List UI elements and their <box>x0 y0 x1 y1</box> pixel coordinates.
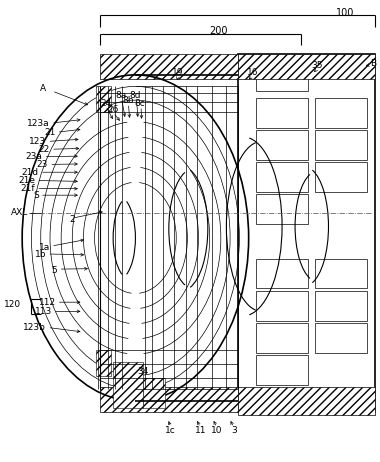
Bar <box>315 162 367 192</box>
Bar <box>143 378 165 408</box>
Text: 100: 100 <box>336 8 355 18</box>
Bar <box>100 54 238 79</box>
Text: 21e: 21e <box>18 176 35 185</box>
Text: 1b: 1b <box>35 250 46 259</box>
Text: 21f: 21f <box>21 184 35 193</box>
Bar <box>256 98 308 128</box>
Text: 3: 3 <box>231 426 237 435</box>
Text: 5: 5 <box>52 266 57 274</box>
Text: 16: 16 <box>247 68 258 77</box>
Text: 123: 123 <box>29 137 46 146</box>
Text: 123a: 123a <box>27 119 50 128</box>
Bar <box>238 54 375 79</box>
Text: 21: 21 <box>44 128 55 137</box>
Bar <box>97 86 111 112</box>
Text: 2: 2 <box>70 215 75 224</box>
Text: 22: 22 <box>39 145 50 154</box>
Text: 8d: 8d <box>130 91 141 100</box>
Text: 34: 34 <box>137 366 149 376</box>
Text: AXL: AXL <box>11 208 28 217</box>
Text: B: B <box>370 59 376 68</box>
Bar <box>256 259 308 288</box>
Text: 23: 23 <box>37 160 48 169</box>
Text: 10: 10 <box>211 426 223 435</box>
Bar <box>256 130 308 160</box>
Text: 120: 120 <box>4 300 21 309</box>
Text: 21d: 21d <box>22 168 39 177</box>
Text: 123b: 123b <box>24 323 46 332</box>
Bar <box>256 323 308 353</box>
Bar <box>238 387 375 415</box>
Bar <box>256 194 308 224</box>
Bar <box>315 130 367 160</box>
Text: A: A <box>40 84 46 93</box>
Bar <box>256 355 308 385</box>
Bar <box>97 350 111 376</box>
Text: 35: 35 <box>312 61 323 70</box>
Text: 200: 200 <box>210 26 228 36</box>
Text: 8b: 8b <box>122 96 134 104</box>
Text: S: S <box>33 191 39 200</box>
Bar <box>100 387 238 413</box>
Text: 1c: 1c <box>165 426 176 435</box>
Text: 24: 24 <box>100 99 111 108</box>
Bar <box>315 323 367 353</box>
Bar <box>315 259 367 288</box>
Text: 19: 19 <box>173 68 184 77</box>
Text: 8c: 8c <box>135 99 146 108</box>
Bar <box>315 98 367 128</box>
Bar <box>315 291 367 321</box>
Text: 112: 112 <box>38 298 55 307</box>
Text: 23a: 23a <box>26 152 43 161</box>
Text: 26: 26 <box>108 105 119 114</box>
Bar <box>256 162 308 192</box>
Text: 113: 113 <box>35 307 52 316</box>
Bar <box>238 54 375 413</box>
Bar <box>256 61 308 91</box>
Bar <box>113 362 143 408</box>
Bar <box>256 291 308 321</box>
Text: 1a: 1a <box>39 243 50 252</box>
Text: 11: 11 <box>195 426 206 435</box>
Text: 8a: 8a <box>115 91 126 100</box>
